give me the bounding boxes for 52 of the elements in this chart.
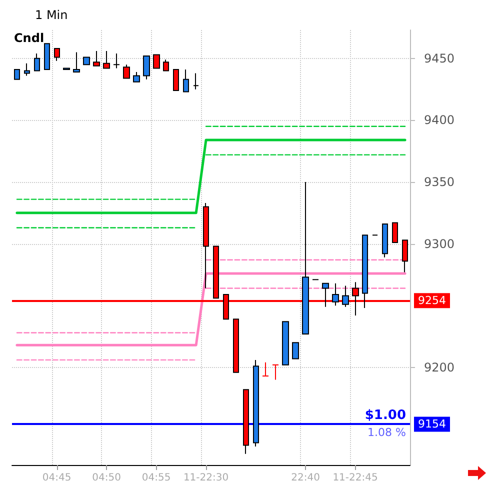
candlestick [253,359,259,447]
candlestick [183,69,189,92]
candlestick [143,55,150,80]
x-tick-label: 04:50 [92,472,121,484]
chart-title: 1 Min [35,8,68,22]
candlestick [163,59,169,72]
x-tick-label: 11-22:30 [183,472,229,484]
y-tick-label: 9200 [424,360,455,374]
candlestick [382,224,388,258]
candlestick [153,54,160,69]
candlestick [272,364,279,380]
annotation: $1.00 [364,408,406,424]
candlestick [402,240,408,273]
candlestick [34,52,40,72]
y-tick-label: 9350 [424,175,455,190]
x-tick-label: 04:55 [142,472,171,484]
x-tick-label: 04:45 [42,472,72,484]
candlestick [24,62,30,76]
candlestick [203,202,209,289]
candlestick [193,72,199,90]
candlestick [44,43,50,70]
candlestick [342,285,349,308]
ref-line-label: 9254 [418,294,446,308]
ref-line-label: 9154 [418,418,446,431]
candlestick [54,48,60,62]
y-tick-label: 9400 [424,113,455,128]
candlestick [103,50,110,69]
candlestick [14,69,20,80]
x-tick-label: 22:40 [291,472,320,484]
candlestick [93,50,100,66]
candlestick [332,282,339,306]
candlestick [262,362,269,377]
annotation: Cndl [14,31,44,45]
candlestick [302,182,309,335]
x-tick-label: 11-22:45 [332,472,378,484]
candlestick [233,318,239,373]
candlestick [173,69,179,92]
candlestick [322,282,329,308]
candlestick [282,321,289,366]
y-tick-label: 9300 [424,236,455,251]
candlestick [123,64,130,79]
y-tick-label: 9450 [424,51,455,66]
candlestick [292,342,299,360]
candlestick [83,56,90,66]
candlestick [113,52,120,69]
candlestick [73,52,80,73]
candlestick [362,234,368,309]
candlestick [243,389,249,454]
candlestick [392,222,398,244]
candlestick [63,68,70,70]
candlestick [133,72,140,82]
annotation: 1.08 % [368,426,406,440]
